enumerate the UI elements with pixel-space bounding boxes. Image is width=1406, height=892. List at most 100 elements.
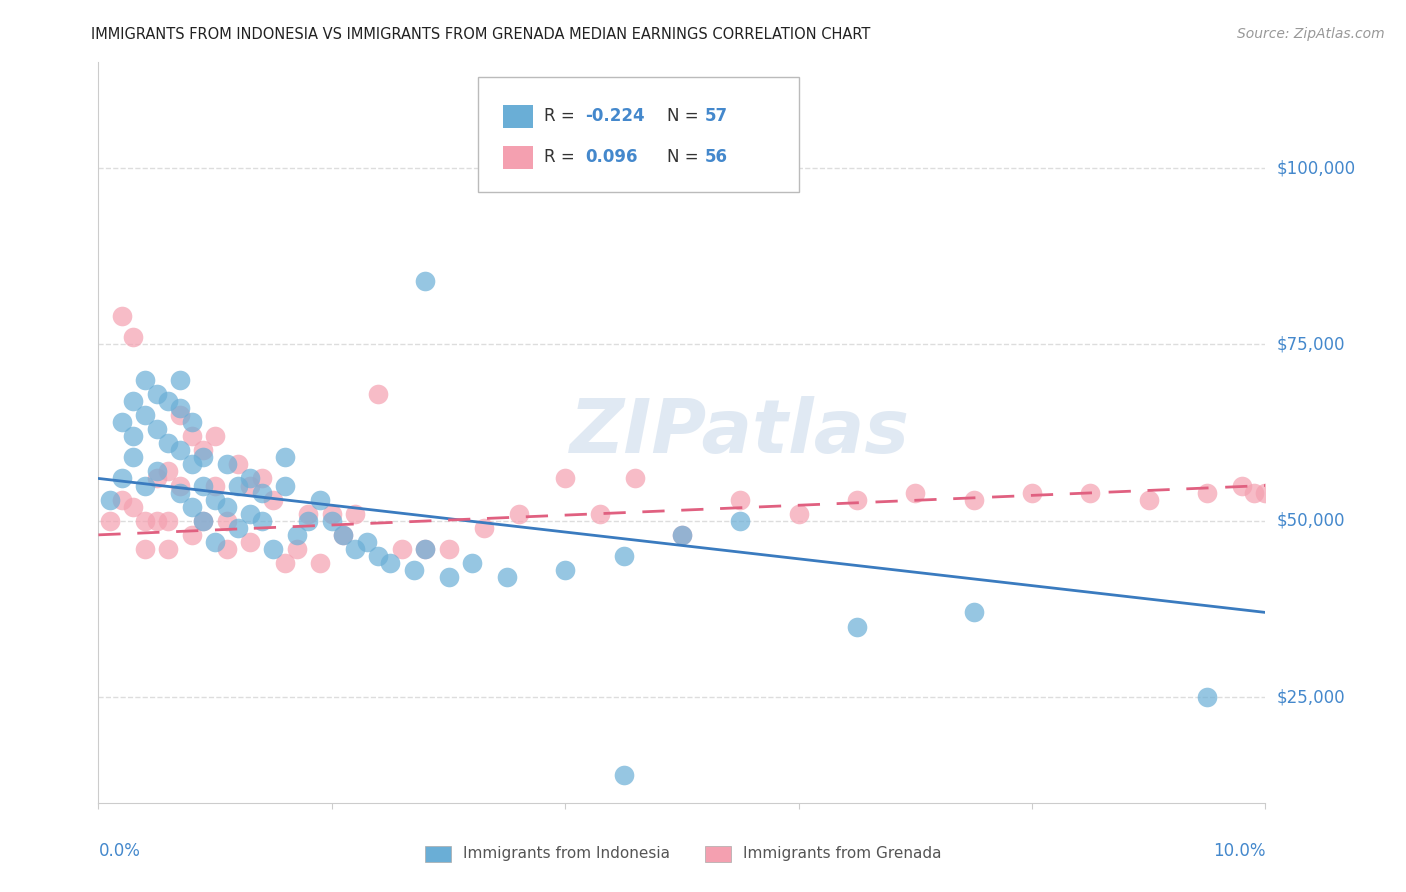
Point [274,450,297,465]
Point [496,570,519,584]
Point [589,507,612,521]
Point [624,471,647,485]
Point [169,443,191,458]
FancyBboxPatch shape [706,846,731,862]
Text: 56: 56 [706,148,728,166]
Text: $50,000: $50,000 [1277,512,1346,530]
Point [111,492,134,507]
Point [215,541,238,556]
Point [1021,485,1043,500]
Text: Immigrants from Indonesia: Immigrants from Indonesia [463,846,669,861]
Point [180,429,202,443]
Text: R =: R = [544,108,581,126]
Point [134,408,156,422]
Point [321,514,343,528]
Point [1243,485,1265,500]
Point [122,393,145,408]
Point [730,514,752,528]
Point [134,514,156,528]
Point [122,500,145,514]
Point [332,528,354,542]
Point [228,521,250,535]
Point [122,450,145,465]
Point [204,478,226,492]
Point [671,528,693,542]
Point [239,478,262,492]
Point [262,541,284,556]
Point [1230,478,1253,492]
Point [204,429,226,443]
Point [904,485,927,500]
FancyBboxPatch shape [478,78,799,192]
Point [157,464,180,478]
Text: IMMIGRANTS FROM INDONESIA VS IMMIGRANTS FROM GRENADA MEDIAN EARNINGS CORRELATION: IMMIGRANTS FROM INDONESIA VS IMMIGRANTS … [91,27,870,42]
Point [671,528,693,542]
Point [169,373,191,387]
Point [157,514,180,528]
Point [204,535,226,549]
Text: 10.0%: 10.0% [1213,842,1265,860]
Point [239,507,262,521]
Point [380,556,402,570]
Point [250,471,273,485]
Point [437,570,460,584]
Point [297,514,319,528]
Point [250,514,273,528]
Point [1254,485,1277,500]
Point [508,507,530,521]
Point [98,492,121,507]
Point [122,429,145,443]
Point [309,492,332,507]
Point [146,422,169,436]
Text: R =: R = [544,148,581,166]
Text: $25,000: $25,000 [1277,688,1346,706]
FancyBboxPatch shape [425,846,451,862]
Point [297,507,319,521]
Point [215,514,238,528]
Point [228,458,250,472]
Point [554,563,576,577]
Point [180,528,202,542]
Point [157,541,180,556]
Text: $75,000: $75,000 [1277,335,1346,353]
Point [193,514,215,528]
Point [193,514,215,528]
Point [413,541,436,556]
Point [356,535,378,549]
Point [157,436,180,450]
Point [215,458,238,472]
Text: $100,000: $100,000 [1277,159,1355,178]
Point [239,471,262,485]
FancyBboxPatch shape [503,145,533,169]
Point [169,401,191,415]
Point [1195,485,1218,500]
Point [239,535,262,549]
Point [146,464,169,478]
Text: Source: ZipAtlas.com: Source: ZipAtlas.com [1237,27,1385,41]
Point [193,478,215,492]
Point [122,330,145,344]
Point [111,415,134,429]
Text: Immigrants from Grenada: Immigrants from Grenada [742,846,941,861]
Point [111,471,134,485]
Point [846,619,869,633]
Text: 57: 57 [706,108,728,126]
Point [98,514,121,528]
Text: N =: N = [666,148,703,166]
Point [472,521,495,535]
Point [180,458,202,472]
Point [367,387,389,401]
Point [169,485,191,500]
Point [228,478,250,492]
Text: N =: N = [666,108,703,126]
Point [332,528,354,542]
Point [367,549,389,563]
Point [134,541,156,556]
Point [787,507,810,521]
Point [193,450,215,465]
Point [169,408,191,422]
Point [437,541,460,556]
Point [204,492,226,507]
Point [309,556,332,570]
Point [554,471,576,485]
